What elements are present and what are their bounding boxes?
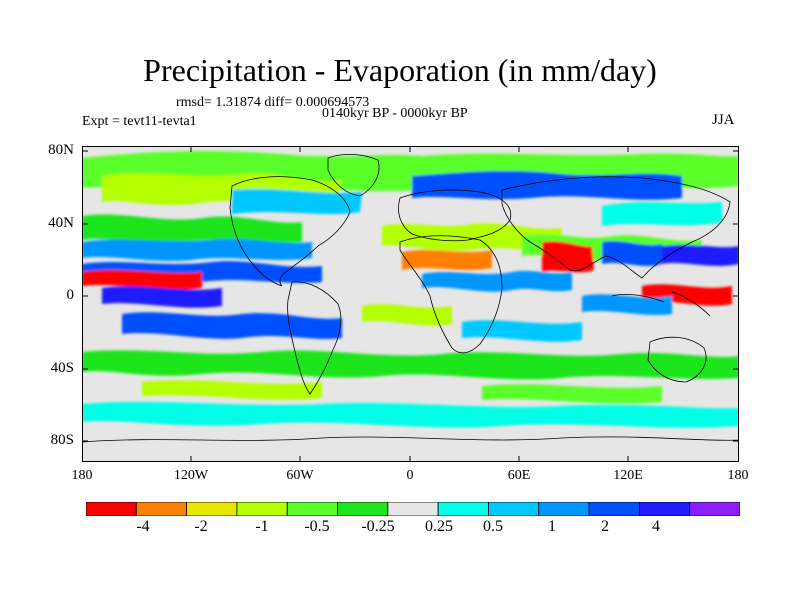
lon-label-120w: 120W: [173, 468, 209, 483]
asia-outline: [501, 176, 731, 279]
colorbar-swatch: [186, 502, 238, 516]
south-america-outline: [287, 281, 342, 395]
equatorial-atlantic-blue: [422, 270, 572, 292]
north-pacific-wet: [232, 189, 362, 214]
stats-label: rmsd= 1.31874 diff= 0.000694573: [176, 95, 370, 110]
central-pacific-red: [82, 270, 202, 290]
nh-pacific-blue: [82, 239, 312, 261]
north-america-outline: [229, 176, 351, 287]
colorbar-label: -1: [255, 518, 269, 535]
maritime-continent-outline: [611, 291, 711, 317]
colorbar-swatch: [437, 502, 489, 516]
west-pacific-deep: [662, 244, 739, 266]
colorbar-swatch: [488, 502, 540, 516]
colorbar-label: 1: [548, 518, 556, 535]
lat-label-40n: 40N: [48, 215, 74, 231]
colorbar-label: -2: [194, 518, 208, 535]
equatorial-pacific-deep: [102, 286, 222, 308]
greenland-outline: [327, 154, 380, 197]
colorbar-label: 0.5: [483, 518, 503, 535]
colorbar: [86, 502, 740, 516]
colorbar-swatch: [689, 502, 740, 516]
period-label: 0140kyr BP - 0000kyr BP: [322, 106, 468, 121]
southern-light: [142, 380, 322, 400]
map-title: Precipitation - Evaporation (in mm/day): [143, 52, 657, 88]
colorbar-label: 2: [601, 518, 609, 535]
antarctica-outline: [82, 436, 739, 443]
europe-outline: [398, 189, 512, 242]
colorbar-swatch: [236, 502, 288, 516]
sahel-orange: [402, 250, 492, 270]
south-america-light: [362, 304, 452, 326]
lat-label-80n: 80N: [48, 142, 74, 158]
antarctic-coast-cyan: [82, 402, 739, 428]
australia-outline: [647, 336, 707, 383]
colorbar-label: -0.5: [304, 518, 330, 535]
colorbar-swatch: [135, 502, 188, 516]
lon-label-60e: 60E: [507, 468, 531, 483]
south-atlantic-cyan: [462, 320, 582, 342]
lat-label-40s: 40S: [50, 360, 74, 376]
africa-outline: [399, 235, 503, 354]
north-atlantic-storm: [412, 170, 682, 200]
colorbar-swatch: [387, 502, 439, 516]
india-red: [542, 241, 594, 273]
lon-label-60w: 60W: [286, 468, 314, 483]
lon-label-180w: 180: [71, 468, 93, 483]
pme-map: [82, 146, 739, 462]
siberia-wet: [602, 202, 722, 226]
nh-midlat-green: [82, 214, 302, 243]
colorbar-label: 4: [652, 518, 660, 535]
lon-label-0: 0: [406, 468, 414, 483]
china-blue: [602, 241, 662, 266]
colorbar-swatch: [86, 502, 137, 516]
colorbar-swatch: [638, 502, 691, 516]
colorbar-label: -4: [136, 518, 150, 535]
field-layer: [82, 146, 739, 462]
indian-ocean-blue: [582, 294, 672, 315]
colorbar-swatch: [337, 502, 389, 516]
colorbar-swatch: [588, 502, 640, 516]
colorbar-swatch: [538, 502, 590, 516]
season-label: JJA: [712, 112, 735, 128]
south-pacific-blue: [122, 312, 342, 339]
southern-indian-green: [482, 384, 662, 404]
lon-label-180e: 180: [727, 468, 749, 483]
tick-marks: [82, 146, 739, 462]
lon-label-120e: 120E: [613, 468, 643, 483]
experiment-label: Expt = tevt11-tevta1: [82, 114, 197, 129]
lat-label-80s: 80S: [50, 432, 74, 448]
southern-ocean-green: [82, 350, 739, 380]
coastlines: [82, 154, 739, 443]
colorbar-label: -0.25: [361, 518, 395, 535]
colorbar-label: 0.25: [425, 518, 453, 535]
lat-label-eq: 0: [66, 287, 75, 303]
colorbar-swatch: [286, 502, 338, 516]
